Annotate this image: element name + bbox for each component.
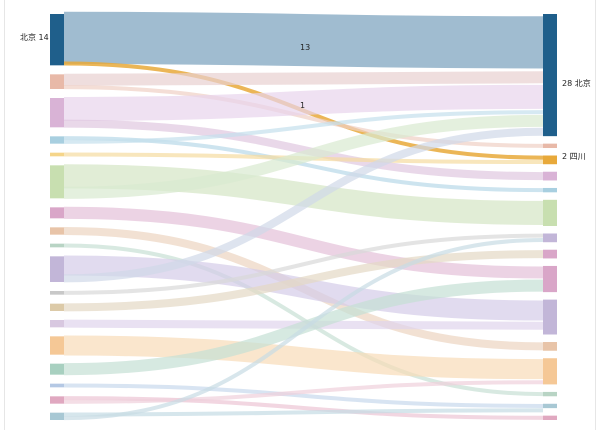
sankey-node-s2[interactable] <box>50 74 64 89</box>
sankey-link-s10-t_bj <box>63 127 544 283</box>
sankey-link-s4-t_bj <box>63 110 544 144</box>
sankey-node-t_sc[interactable] <box>543 155 557 165</box>
node-label-source-beijing: 北京 14 <box>20 33 49 42</box>
sankey-link-s11-t7 <box>63 233 544 295</box>
sankey-link-s6-t6 <box>63 164 544 225</box>
sankey-node-t10[interactable] <box>543 299 557 335</box>
nodes-layer <box>50 14 557 420</box>
node-label-target-beijing: 28 北京 <box>562 79 591 88</box>
sankey-node-t12[interactable] <box>543 358 557 385</box>
sankey-link-s3-t4 <box>63 119 544 181</box>
links-layer <box>63 11 544 421</box>
link-label-beijing-beijing: 13 <box>300 43 311 52</box>
sankey-node-s16[interactable] <box>50 383 64 388</box>
sankey-node-s13[interactable] <box>50 320 64 328</box>
sankey-node-t9[interactable] <box>543 265 557 293</box>
sankey-node-t7[interactable] <box>543 233 557 243</box>
sankey-node-t11[interactable] <box>543 342 557 351</box>
sankey-node-t5[interactable] <box>543 187 557 193</box>
sankey-link-s18-t14 <box>63 408 544 417</box>
sankey-link-s7-t9 <box>63 206 544 279</box>
sankey-node-t14[interactable] <box>543 403 557 409</box>
sankey-node-t8[interactable] <box>543 249 557 259</box>
sankey-node-t4[interactable] <box>543 171 557 181</box>
sankey-node-s18[interactable] <box>50 412 64 420</box>
sankey-node-t6[interactable] <box>543 199 557 226</box>
sankey-node-s14[interactable] <box>50 336 64 355</box>
sankey-node-s12[interactable] <box>50 303 64 311</box>
sankey-node-s17[interactable] <box>50 396 64 404</box>
sankey-node-s5[interactable] <box>50 152 64 157</box>
sankey-link-s16-t14 <box>63 383 544 408</box>
sankey-node-s4[interactable] <box>50 136 64 144</box>
sankey-node-t13[interactable] <box>543 391 557 397</box>
node-label-target-sichuan: 2 四川 <box>562 152 586 161</box>
sankey-node-s15[interactable] <box>50 363 64 375</box>
link-label-beijing-sichuan: 1 <box>300 101 306 110</box>
sankey-node-s3[interactable] <box>50 98 64 128</box>
sankey-node-t15[interactable] <box>543 415 557 420</box>
sankey-node-s_bj[interactable] <box>50 14 64 66</box>
sankey-node-s6[interactable] <box>50 165 64 199</box>
sankey-node-s10[interactable] <box>50 256 64 282</box>
sankey-link-s12-t8 <box>63 250 544 312</box>
sankey-node-s9[interactable] <box>50 243 64 248</box>
sankey-link-s6-t_bj <box>63 114 544 199</box>
sankey-link-s3-t_bj <box>63 84 544 122</box>
sankey-link-s18-t7 <box>63 238 544 421</box>
sankey-node-t_bj[interactable] <box>543 14 557 137</box>
sankey-link-s_bj-t_bj <box>63 11 544 69</box>
sankey-link-s17-t12 <box>63 380 544 404</box>
sankey-link-s9-t13 <box>63 243 544 397</box>
sankey-link-s14-t12 <box>63 335 544 380</box>
sankey-node-s11[interactable] <box>50 291 64 295</box>
left-border <box>4 0 5 430</box>
sankey-node-s8[interactable] <box>50 227 64 235</box>
sankey-link-s2-t_bj <box>63 71 544 86</box>
sankey-node-t2[interactable] <box>543 143 557 149</box>
right-border <box>595 0 596 430</box>
sankey-node-s7[interactable] <box>50 207 64 219</box>
